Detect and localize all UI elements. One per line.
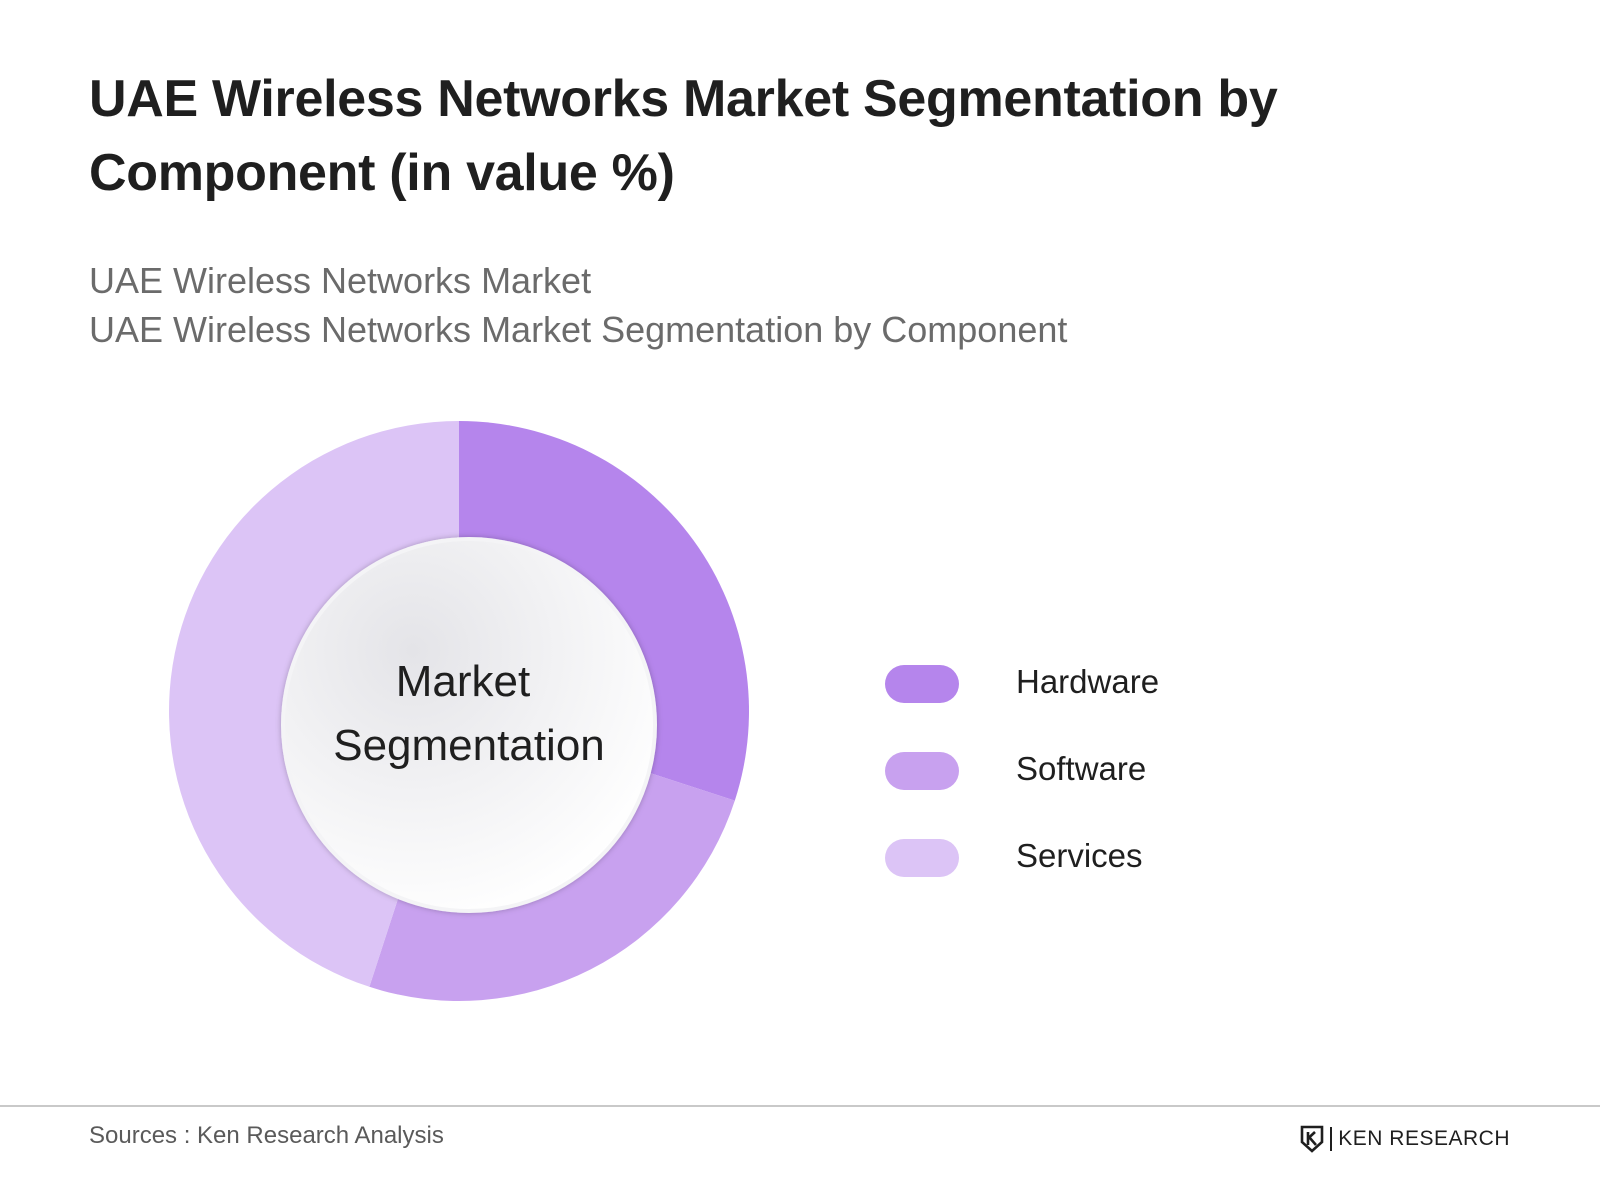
subtitle-line-2: UAE Wireless Networks Market Segmentatio… (89, 309, 1068, 350)
legend-swatch-services (885, 839, 959, 877)
footer-divider (0, 1105, 1600, 1107)
chart-title: UAE Wireless Networks Market Segmentatio… (89, 70, 1278, 202)
brand-name: KEN RESEARCH (1338, 1127, 1510, 1150)
legend-swatch-software (885, 752, 959, 790)
chart-subtitle: UAE Wireless Networks Market UAE Wireles… (89, 256, 1389, 354)
chart-legend: Hardware Software Services (885, 650, 1285, 911)
donut-center-circle (281, 537, 657, 913)
subtitle-line-1: UAE Wireless Networks Market (89, 260, 592, 301)
legend-swatch-hardware (885, 665, 959, 703)
center-label-line-2: Segmentation (333, 721, 605, 770)
brand-separator (1330, 1127, 1333, 1151)
brand-logo: KEN RESEARCH (1300, 1124, 1510, 1154)
ken-research-logo-icon (1300, 1125, 1324, 1153)
legend-item-software: Software (885, 737, 1285, 824)
legend-item-services: Services (885, 824, 1285, 911)
legend-label-services: Services (1016, 837, 1143, 874)
donut-chart: Market Segmentation (169, 421, 749, 1001)
center-label-line-1: Market (396, 657, 530, 706)
legend-item-hardware: Hardware (885, 650, 1285, 737)
legend-label-software: Software (1016, 750, 1147, 787)
source-note: Sources : Ken Research Analysis (89, 1122, 444, 1149)
legend-label-hardware: Hardware (1016, 663, 1160, 700)
